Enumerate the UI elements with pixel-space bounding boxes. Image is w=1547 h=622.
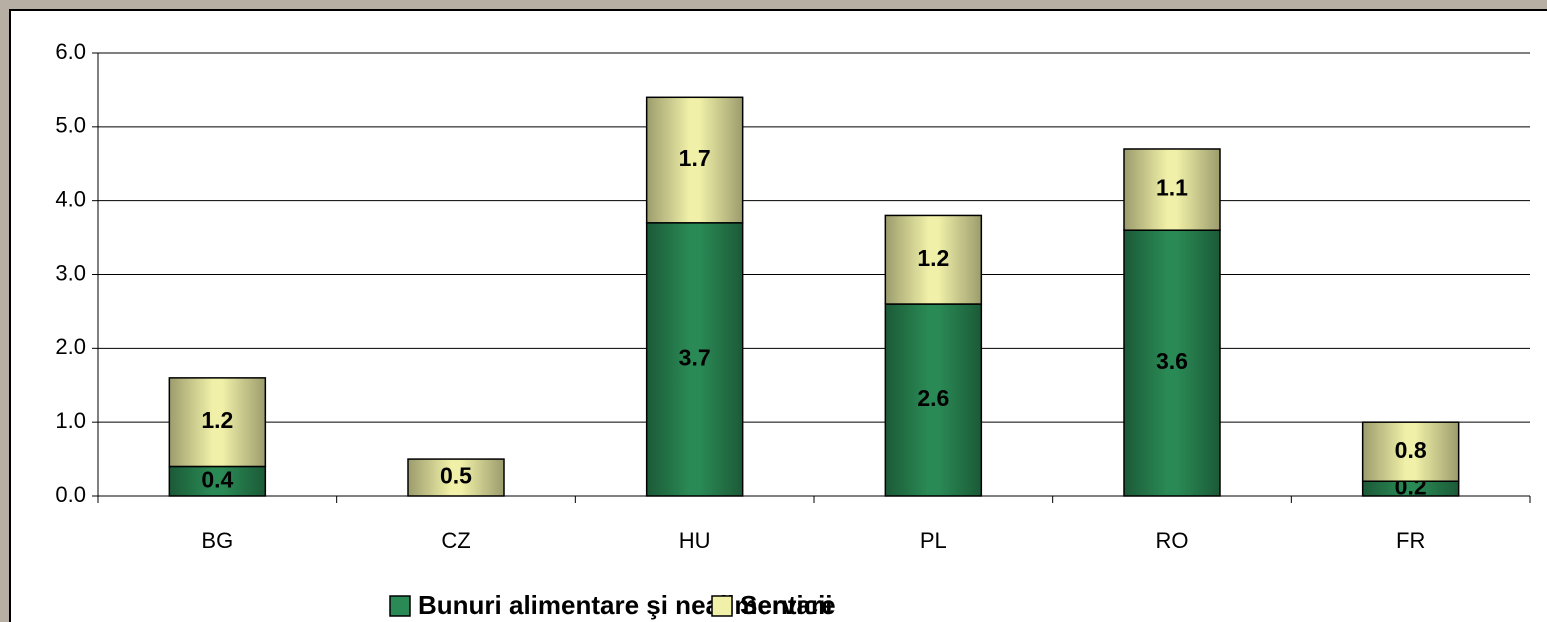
value-label: 3.6 — [1156, 348, 1188, 374]
y-tick-label: 0.0 — [55, 482, 86, 507]
value-label: 1.1 — [1156, 175, 1188, 201]
y-tick-label: 2.0 — [55, 334, 86, 359]
legend-label: Servicii — [740, 590, 833, 620]
y-tick-label: 1.0 — [55, 408, 86, 433]
x-tick-label: BG — [201, 528, 233, 553]
value-label: 0.8 — [1395, 437, 1427, 463]
y-tick-label: 4.0 — [55, 186, 86, 211]
value-label: 1.2 — [917, 245, 949, 271]
chart-frame — [9, 9, 1547, 622]
value-label: 1.2 — [201, 407, 233, 433]
value-label: 1.7 — [679, 145, 711, 171]
legend-label: Bunuri alimentare şi nealimentare — [418, 590, 836, 620]
value-label: 0.4 — [201, 466, 233, 492]
x-tick-label: PL — [920, 528, 947, 553]
y-tick-label: 5.0 — [55, 113, 86, 138]
x-tick-label: RO — [1156, 528, 1189, 553]
value-label: 3.7 — [679, 344, 711, 370]
value-label: 0.5 — [440, 463, 472, 489]
x-tick-label: HU — [679, 528, 711, 553]
legend-swatch — [389, 595, 411, 617]
value-label: 2.6 — [917, 385, 949, 411]
legend-swatch — [711, 595, 733, 617]
x-tick-label: CZ — [441, 528, 470, 553]
y-tick-label: 6.0 — [55, 39, 86, 64]
x-tick-label: FR — [1396, 528, 1425, 553]
y-tick-label: 3.0 — [55, 260, 86, 285]
